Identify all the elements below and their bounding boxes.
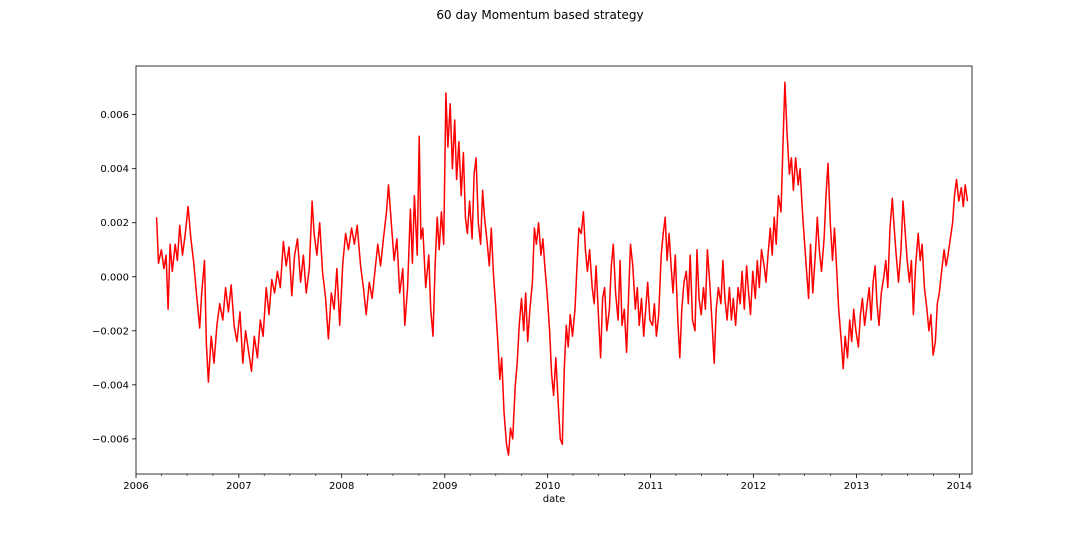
y-tick-label: 0.004 xyxy=(100,164,129,175)
x-tick-label: 2014 xyxy=(947,481,972,492)
y-tick-label: −0.006 xyxy=(92,434,129,445)
x-axis: 2006 2007 2008 2009 2010 2011 2012 2013 2014 xyxy=(123,474,972,492)
y-tick-label: 0.006 xyxy=(100,110,129,121)
chart-title: 60 day Momentum based strategy xyxy=(436,8,644,22)
x-axis-label: date xyxy=(543,494,566,505)
y-tick-label: −0.004 xyxy=(92,380,129,391)
x-tick-label: 2013 xyxy=(844,481,869,492)
y-axis: −0.006 −0.004 −0.002 0.000 0.002 0.004 0.006 xyxy=(92,110,136,445)
x-tick-label: 2011 xyxy=(638,481,663,492)
series-group xyxy=(155,81,969,456)
x-tick-label: 2008 xyxy=(329,481,354,492)
x-tick-label: 2007 xyxy=(226,481,251,492)
x-tick-label: 2009 xyxy=(432,481,457,492)
series-line xyxy=(155,81,969,456)
plot-frame xyxy=(135,65,973,475)
y-tick-label: 0.002 xyxy=(100,218,129,229)
x-tick-label: 2012 xyxy=(741,481,766,492)
y-tick-label: 0.000 xyxy=(100,272,129,283)
x-tick-label: 2010 xyxy=(535,481,560,492)
y-tick-label: −0.002 xyxy=(92,326,129,337)
x-tick-label: 2006 xyxy=(123,481,148,492)
